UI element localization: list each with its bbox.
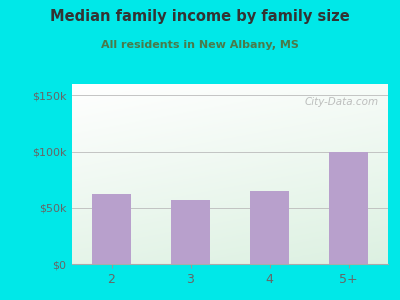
Text: All residents in New Albany, MS: All residents in New Albany, MS (101, 40, 299, 50)
Bar (171, 200, 210, 264)
Bar (329, 152, 368, 264)
Text: Median family income by family size: Median family income by family size (50, 9, 350, 24)
Text: City-Data.com: City-Data.com (304, 97, 378, 106)
Bar (250, 191, 289, 264)
Bar (92, 194, 131, 264)
